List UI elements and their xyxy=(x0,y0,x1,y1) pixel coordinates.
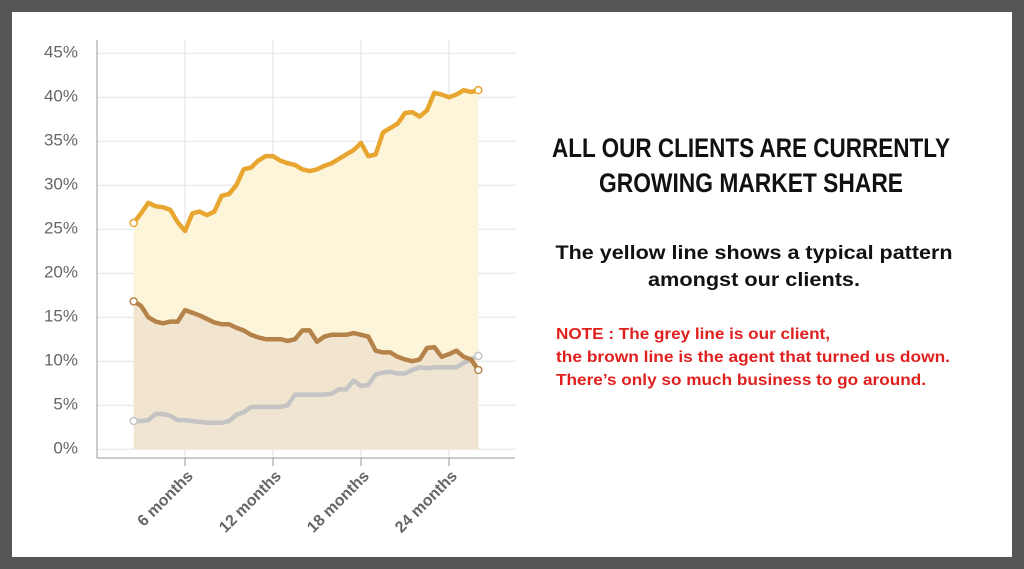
note: NOTE : The grey line is our client, xyxy=(556,326,830,343)
y-tick-label: 35% xyxy=(44,131,78,150)
heading: ALL OUR CLIENTS ARE CURRENTLY xyxy=(552,133,950,163)
area xyxy=(133,355,479,450)
description: amongst our clients. xyxy=(648,270,860,291)
end-marker xyxy=(474,85,483,95)
plot: 0%5%10%15%20%25%30%35%40%45%6 months 12 m… xyxy=(44,40,515,536)
description: The yellow line shows a typical pattern xyxy=(556,243,953,264)
y-tick-label: 10% xyxy=(44,351,78,370)
y-tick-label: 25% xyxy=(44,219,78,238)
end-marker xyxy=(129,218,138,228)
y-tick-label: 0% xyxy=(53,439,78,458)
y-tick-label: 5% xyxy=(53,395,78,414)
y-tick-label: 45% xyxy=(44,43,78,62)
y-tick-label: 15% xyxy=(44,307,78,326)
end-marker xyxy=(129,416,138,426)
area xyxy=(133,301,479,450)
line xyxy=(131,353,481,426)
line xyxy=(131,299,481,373)
line xyxy=(131,87,481,234)
end-marker xyxy=(474,351,483,361)
y-tick-label: 30% xyxy=(44,175,78,194)
note: There’s only so much business to go arou… xyxy=(556,372,926,389)
note: the brown line is the agent that turned … xyxy=(556,349,950,366)
heading: GROWING MARKET SHARE xyxy=(599,168,903,198)
y-tick-label: 40% xyxy=(44,87,78,106)
end-marker xyxy=(474,365,483,375)
y-tick-label: 20% xyxy=(44,263,78,282)
end-marker xyxy=(129,297,138,306)
